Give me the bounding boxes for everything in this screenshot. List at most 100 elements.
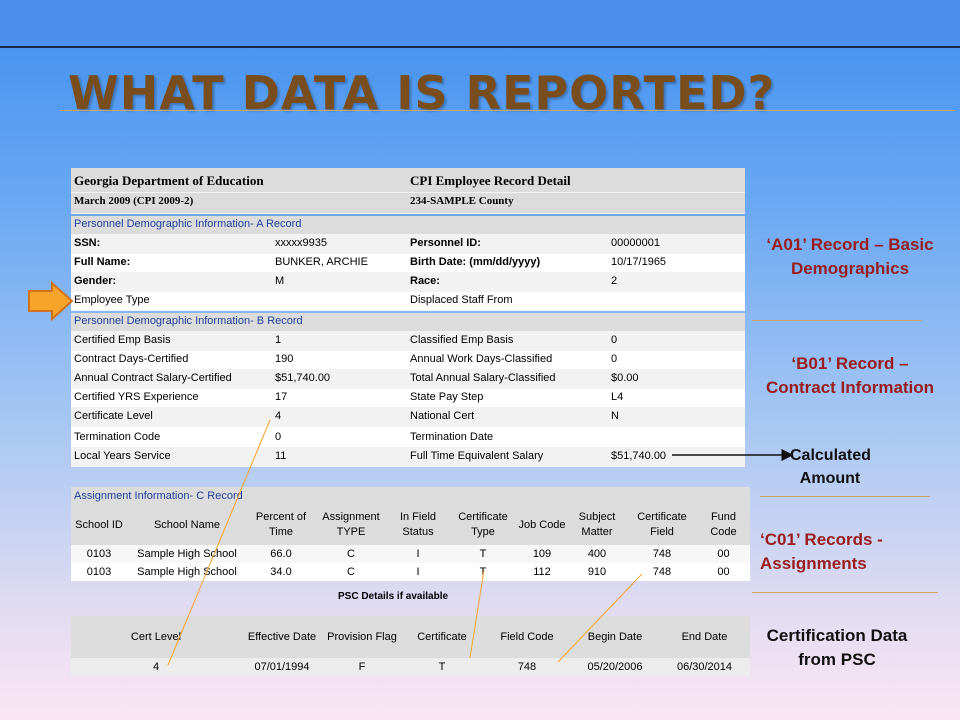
table-cell: I	[387, 545, 449, 563]
field-label: Displaced Staff From	[410, 294, 513, 306]
column-header: School Name	[127, 505, 247, 545]
column-header: Effective Date	[241, 616, 323, 658]
field-label: Certificate Level	[74, 410, 153, 422]
table-cell: C	[315, 563, 387, 581]
a-row: Employee Type Displaced Staff From	[71, 292, 745, 311]
field-label: Personnel ID:	[410, 237, 481, 249]
psc-caption: PSC Details if available	[338, 591, 449, 602]
field-label: Race:	[410, 275, 440, 287]
table-cell: F	[323, 658, 401, 676]
field-value: 190	[275, 353, 294, 365]
slide-title: WHAT DATA IS REPORTED?	[68, 66, 776, 120]
top-band	[0, 0, 960, 48]
table-cell: 910	[567, 563, 627, 581]
record-subheader-row: March 2009 (CPI 2009-2) 234-SAMPLE Count…	[71, 193, 745, 214]
table-cell: 112	[517, 563, 567, 581]
b-row: Certified Emp Basis 1 Classified Emp Basis…	[71, 332, 745, 351]
field-value: 0	[611, 353, 618, 365]
table-header-row: Cert Level Effective Date Provision Flag…	[71, 616, 750, 658]
field-value: 0	[275, 431, 282, 443]
field-label: Contract Days-Certified	[74, 353, 189, 365]
fte-salary-value: $51,740.00	[611, 450, 667, 462]
field-label: Gender:	[74, 275, 117, 287]
field-label: Total Annual Salary-Classified	[410, 372, 556, 384]
field-label: Full Name:	[74, 256, 131, 268]
table-cell: 07/01/1994	[241, 658, 323, 676]
field-value: M	[275, 275, 285, 287]
employee-record-panel: Georgia Department of Education CPI Empl…	[71, 168, 745, 214]
calculated-amount-label: Calculated Amount	[790, 447, 871, 487]
field-label: Termination Date	[410, 431, 494, 443]
cert-field-connector	[557, 573, 643, 663]
record-period: March 2009 (CPI 2009-2)	[74, 195, 194, 207]
field-label: Certified Emp Basis	[74, 334, 171, 346]
field-label: SSN:	[74, 237, 101, 249]
c01-label: ‘C01’ Records - Assignments	[760, 530, 883, 573]
column-header: Subject Matter	[567, 505, 627, 545]
b-row: Certificate Level 4 National Cert N	[71, 408, 745, 427]
record-header-row: Georgia Department of Education CPI Empl…	[71, 168, 745, 193]
column-header: School ID	[71, 505, 127, 545]
table-cell: 06/30/2014	[659, 658, 750, 676]
column-header: Field Code	[483, 616, 571, 658]
title-divider	[60, 110, 955, 111]
field-label: State Pay Step	[410, 391, 484, 403]
field-label: National Cert	[410, 410, 475, 422]
psc-table: Cert Level Effective Date Provision Flag…	[71, 616, 750, 676]
table-header-row: School ID School Name Percent of Time As…	[71, 505, 750, 545]
label-divider	[760, 496, 930, 497]
arrow-right-icon	[28, 280, 74, 322]
column-header: Percent of Time	[247, 505, 315, 545]
field-value: 2	[611, 275, 618, 287]
field-value: L4	[611, 391, 624, 403]
table-cell: 05/20/2006	[571, 658, 659, 676]
field-value: 00000001	[611, 237, 660, 249]
table-cell: 00	[697, 545, 750, 563]
field-label: Classified Emp Basis	[410, 334, 514, 346]
b-row: Termination Code 0 Termination Date	[71, 427, 745, 448]
column-header: End Date	[659, 616, 750, 658]
field-value: 10/17/1965	[611, 256, 667, 268]
field-value: $0.00	[611, 372, 639, 384]
table-cell: 400	[567, 545, 627, 563]
field-label: Birth Date: (mm/dd/yyyy)	[410, 256, 541, 268]
table-row: 0103 Sample High School 34.0 C I T 112 910 748 00	[71, 563, 750, 581]
field-value: 1	[275, 334, 282, 346]
column-header: Begin Date	[571, 616, 659, 658]
section-a-label: Personnel Demographic Information- A Rec…	[74, 218, 302, 230]
column-header: Certificate Type	[449, 505, 517, 545]
table-cell: 0103	[71, 545, 127, 563]
field-value: 4	[275, 410, 282, 422]
table-cell: T	[401, 658, 483, 676]
table-cell: 34.0	[247, 563, 315, 581]
a-row: SSN: xxxxx9935 Personnel ID: 00000001	[71, 235, 745, 254]
column-header: Provision Flag	[323, 616, 401, 658]
b-row: Local Years Service 11 Full Time Equivalen…	[71, 448, 745, 467]
table-cell: T	[449, 545, 517, 563]
column-header: Cert Level	[71, 616, 241, 658]
table-cell: 00	[697, 563, 750, 581]
column-header: In Field Status	[387, 505, 449, 545]
table-cell: C	[315, 545, 387, 563]
b-row: Certified YRS Experience 17 State Pay Step…	[71, 389, 745, 408]
table-cell: Sample High School	[127, 545, 247, 563]
section-b-title: Personnel Demographic Information- B Rec…	[71, 313, 745, 332]
column-header: Fund Code	[697, 505, 750, 545]
table-cell: 109	[517, 545, 567, 563]
a01-label: ‘A01’ Record – Basic Demographics	[766, 235, 934, 278]
field-label: Annual Work Days-Classified	[410, 353, 553, 365]
table-cell: I	[387, 563, 449, 581]
column-header: Certificate	[401, 616, 483, 658]
field-label: Employee Type	[74, 294, 150, 306]
table-cell: T	[449, 563, 517, 581]
field-value: N	[611, 410, 619, 422]
section-b-block: Personnel Demographic Information- B Rec…	[71, 313, 745, 467]
table-row: 4 07/01/1994 F T 748 05/20/2006 06/30/2014	[71, 658, 750, 676]
table-cell: 0103	[71, 563, 127, 581]
field-value: BUNKER, ARCHIE	[275, 256, 368, 268]
section-b-label: Personnel Demographic Information- B Rec…	[74, 315, 303, 327]
table-cell: 748	[627, 545, 697, 563]
column-header: Assignment TYPE	[315, 505, 387, 545]
label-divider	[752, 592, 938, 593]
